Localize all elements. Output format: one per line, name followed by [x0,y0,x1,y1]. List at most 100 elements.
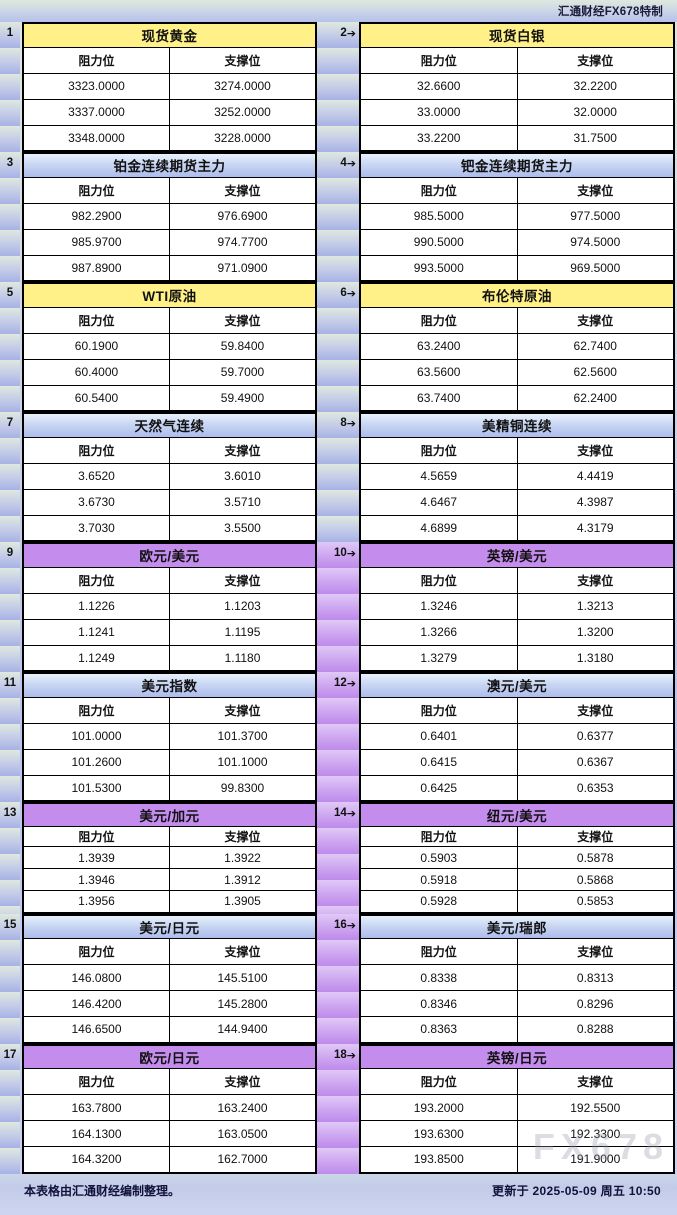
table-row: 33.0000 32.0000 [359,98,675,126]
resistance-value: 60.4000 [22,358,170,386]
table-row: 63.7400 62.2400 [359,384,675,412]
resistance-value: 60.1900 [22,332,170,360]
instrument-title: 钯金连续期货主力 [359,152,675,178]
resistance-value: 0.5903 [359,846,518,869]
column-header-support: 支撑位 [516,46,675,74]
instrument-card-left: WTI原油 阻力位 支撑位 60.1900 59.8400 60.4000 59.7000 6… [22,282,317,412]
arrow-right-icon: ➔ [346,28,356,40]
table-row: 146.0800 145.5100 [22,964,317,991]
column-header-resistance: 阻力位 [22,696,170,724]
left-gutter-index: 7 [0,412,20,542]
instrument-card-left: 欧元/美元 阻力位 支撑位 1.1226 1.1203 1.1241 1.1195 1.124… [22,542,317,672]
row-index-right: 16 [333,918,347,931]
support-value: 59.8400 [169,332,317,360]
support-value: 1.3922 [169,846,317,869]
support-value: 4.4419 [516,462,675,490]
instrument-title: 铂金连续期货主力 [22,152,317,178]
resistance-value: 987.8900 [22,254,170,282]
table-row: 987.8900 971.0900 [22,254,317,282]
support-value: 163.0500 [169,1120,317,1147]
column-header-resistance: 阻力位 [359,436,518,464]
left-gutter-index: 9 [0,542,20,672]
table-row: 164.3200 162.7000 [22,1146,317,1173]
column-header-support: 支撑位 [516,306,675,334]
support-value: 192.3300 [516,1120,675,1147]
instrument-row-pair: 9 欧元/美元 阻力位 支撑位 1.1226 1.1203 1.1241 1.1195 1.12… [0,542,677,672]
resistance-value: 990.5000 [359,228,518,256]
table-row: 1.1226 1.1203 [22,592,317,620]
column-header-support: 支撑位 [169,826,317,847]
row-index-left: 13 [3,807,17,819]
table-row: 33.2200 31.7500 [359,124,675,152]
resistance-value: 164.1300 [22,1120,170,1147]
support-value: 1.1203 [169,592,317,620]
resistance-value: 63.5600 [359,358,518,386]
left-gutter-index: 17 [0,1043,20,1174]
table-row: 985.5000 977.5000 [359,202,675,230]
column-header-resistance: 阻力位 [22,176,170,204]
table-row: 0.5903 0.5878 [359,846,675,869]
resistance-value: 0.5928 [359,890,518,913]
left-gutter-index: 15 [0,913,20,1044]
resistance-value: 60.5400 [22,384,170,412]
instrument-card-left: 美元/加元 阻力位 支撑位 1.3939 1.3922 1.3946 1.3912 1.395… [22,802,317,914]
row-index-left: 11 [3,677,17,689]
table-row: 982.2900 976.6900 [22,202,317,230]
column-header-resistance: 阻力位 [359,46,518,74]
resistance-value: 0.8338 [359,964,518,991]
resistance-value: 0.8346 [359,990,518,1017]
row-index-left: 9 [6,547,14,559]
support-value: 0.5878 [516,846,675,869]
instrument-card-left: 铂金连续期货主力 阻力位 支撑位 982.2900 976.6900 985.9700 97… [22,152,317,282]
resistance-value: 101.5300 [22,774,170,802]
support-value: 4.3987 [516,488,675,516]
resistance-value: 146.4200 [22,990,170,1017]
resistance-value: 146.0800 [22,964,170,991]
table-row: 0.5918 0.5868 [359,868,675,891]
arrow-right-icon: ➔ [346,1049,356,1062]
table-row: 146.6500 144.9400 [22,1016,317,1043]
resistance-value: 33.0000 [359,98,518,126]
resistance-value: 0.6401 [359,722,518,750]
instrument-title: 布伦特原油 [359,282,675,308]
row-index-left: 17 [3,1048,17,1061]
support-value: 32.0000 [516,98,675,126]
column-header-resistance: 阻力位 [359,938,518,965]
instrument-title: 澳元/美元 [359,672,675,698]
resistance-value: 101.0000 [22,722,170,750]
arrow-right-icon: ➔ [346,919,356,932]
instrument-row-pair: 3 铂金连续期货主力 阻力位 支撑位 982.2900 976.6900 985.9700 9… [0,152,677,282]
instrument-title: 美元/瑞郎 [359,914,675,939]
column-header-support: 支撑位 [169,306,317,334]
middle-gutter-index: 2 ➔ [317,22,359,152]
column-header-support: 支撑位 [169,1068,317,1095]
column-header-resistance: 阻力位 [22,306,170,334]
left-gutter-index: 1 [0,22,20,152]
column-header-resistance: 阻力位 [359,306,518,334]
table-row: 1.3279 1.3180 [359,644,675,672]
table-row: 1.3946 1.3912 [22,868,317,891]
column-header-resistance: 阻力位 [359,696,518,724]
table-row: 164.1300 163.0500 [22,1120,317,1147]
resistance-value: 1.3939 [22,846,170,869]
source-label: 汇通财经FX678特制 [557,6,663,18]
instrument-card-right: 英镑/日元 阻力位 支撑位 193.2000 192.5500 193.6300 192.3… [359,1043,675,1174]
resistance-value: 1.1249 [22,644,170,672]
column-header-support: 支撑位 [516,696,675,724]
support-value: 3252.0000 [169,98,317,126]
instrument-title: 纽元/美元 [359,802,675,827]
resistance-value: 985.5000 [359,202,518,230]
instrument-title: 欧元/美元 [22,542,317,568]
column-header-support: 支撑位 [169,46,317,74]
column-header-resistance: 阻力位 [22,46,170,74]
footer: 本表格由汇通财经编制整理。 更新于 2025-05-09 周五 10:50 [0,1173,677,1208]
resistance-value: 63.7400 [359,384,518,412]
table-row: 4.5659 4.4419 [359,462,675,490]
row-index-left: 5 [6,287,14,299]
support-value: 1.1195 [169,618,317,646]
instrument-card-right: 现货白银 阻力位 支撑位 32.6600 32.2200 33.0000 32.0000 33… [359,22,675,152]
resistance-value: 146.6500 [22,1016,170,1043]
resistance-value: 4.6467 [359,488,518,516]
resistance-value: 3.6520 [22,462,170,490]
instrument-title: 美元/日元 [22,914,317,939]
